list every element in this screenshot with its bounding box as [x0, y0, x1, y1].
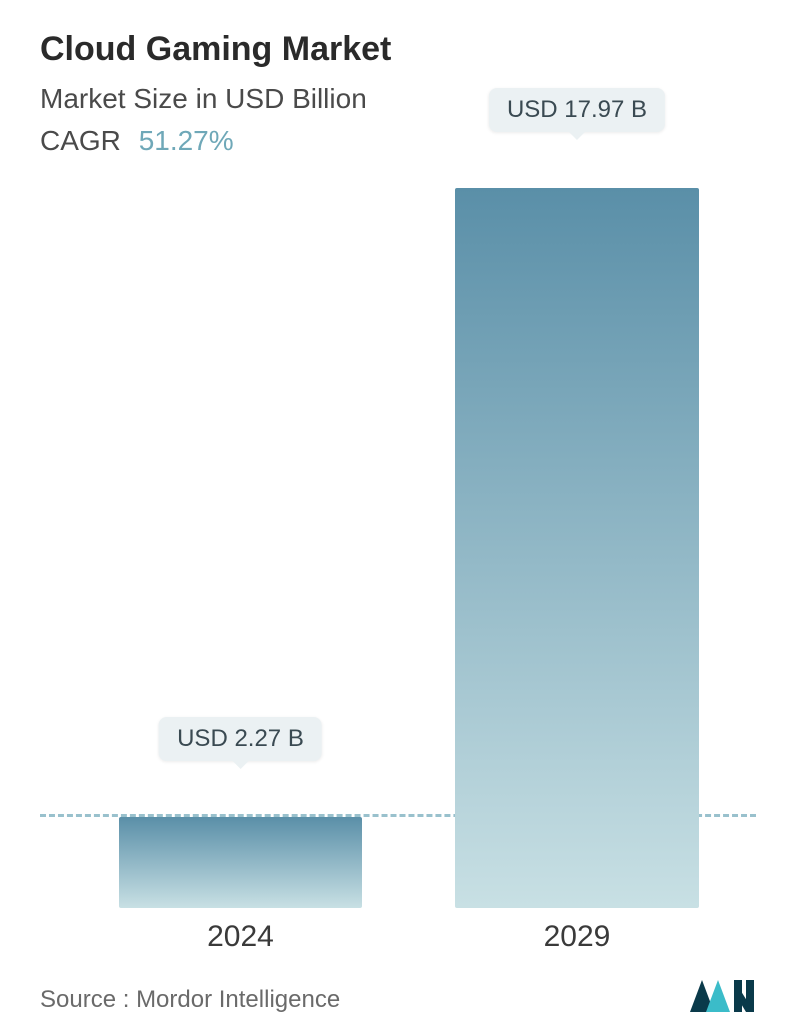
bar-2024 [119, 817, 362, 908]
source-name: Mordor Intelligence [136, 986, 340, 1013]
source-text: Source : Mordor Intelligence [40, 986, 340, 1014]
bars-wrap: USD 2.27 BUSD 17.97 B [40, 188, 756, 908]
x-label-2024: 2024 [207, 920, 274, 954]
x-axis-labels: 2024 2029 [40, 908, 756, 968]
bar-2029 [455, 188, 698, 908]
bar-value-label-2024: USD 2.27 B [159, 717, 322, 761]
chart-title: Cloud Gaming Market [40, 30, 756, 69]
chart-area: USD 2.27 BUSD 17.97 B 2024 2029 [40, 141, 756, 968]
x-label-2029: 2029 [544, 920, 611, 954]
footer: Source : Mordor Intelligence [40, 968, 756, 1014]
source-label: Source : [40, 986, 129, 1013]
bar-value-label-2029: USD 17.97 B [489, 88, 665, 132]
brand-logo-icon [688, 974, 756, 1014]
